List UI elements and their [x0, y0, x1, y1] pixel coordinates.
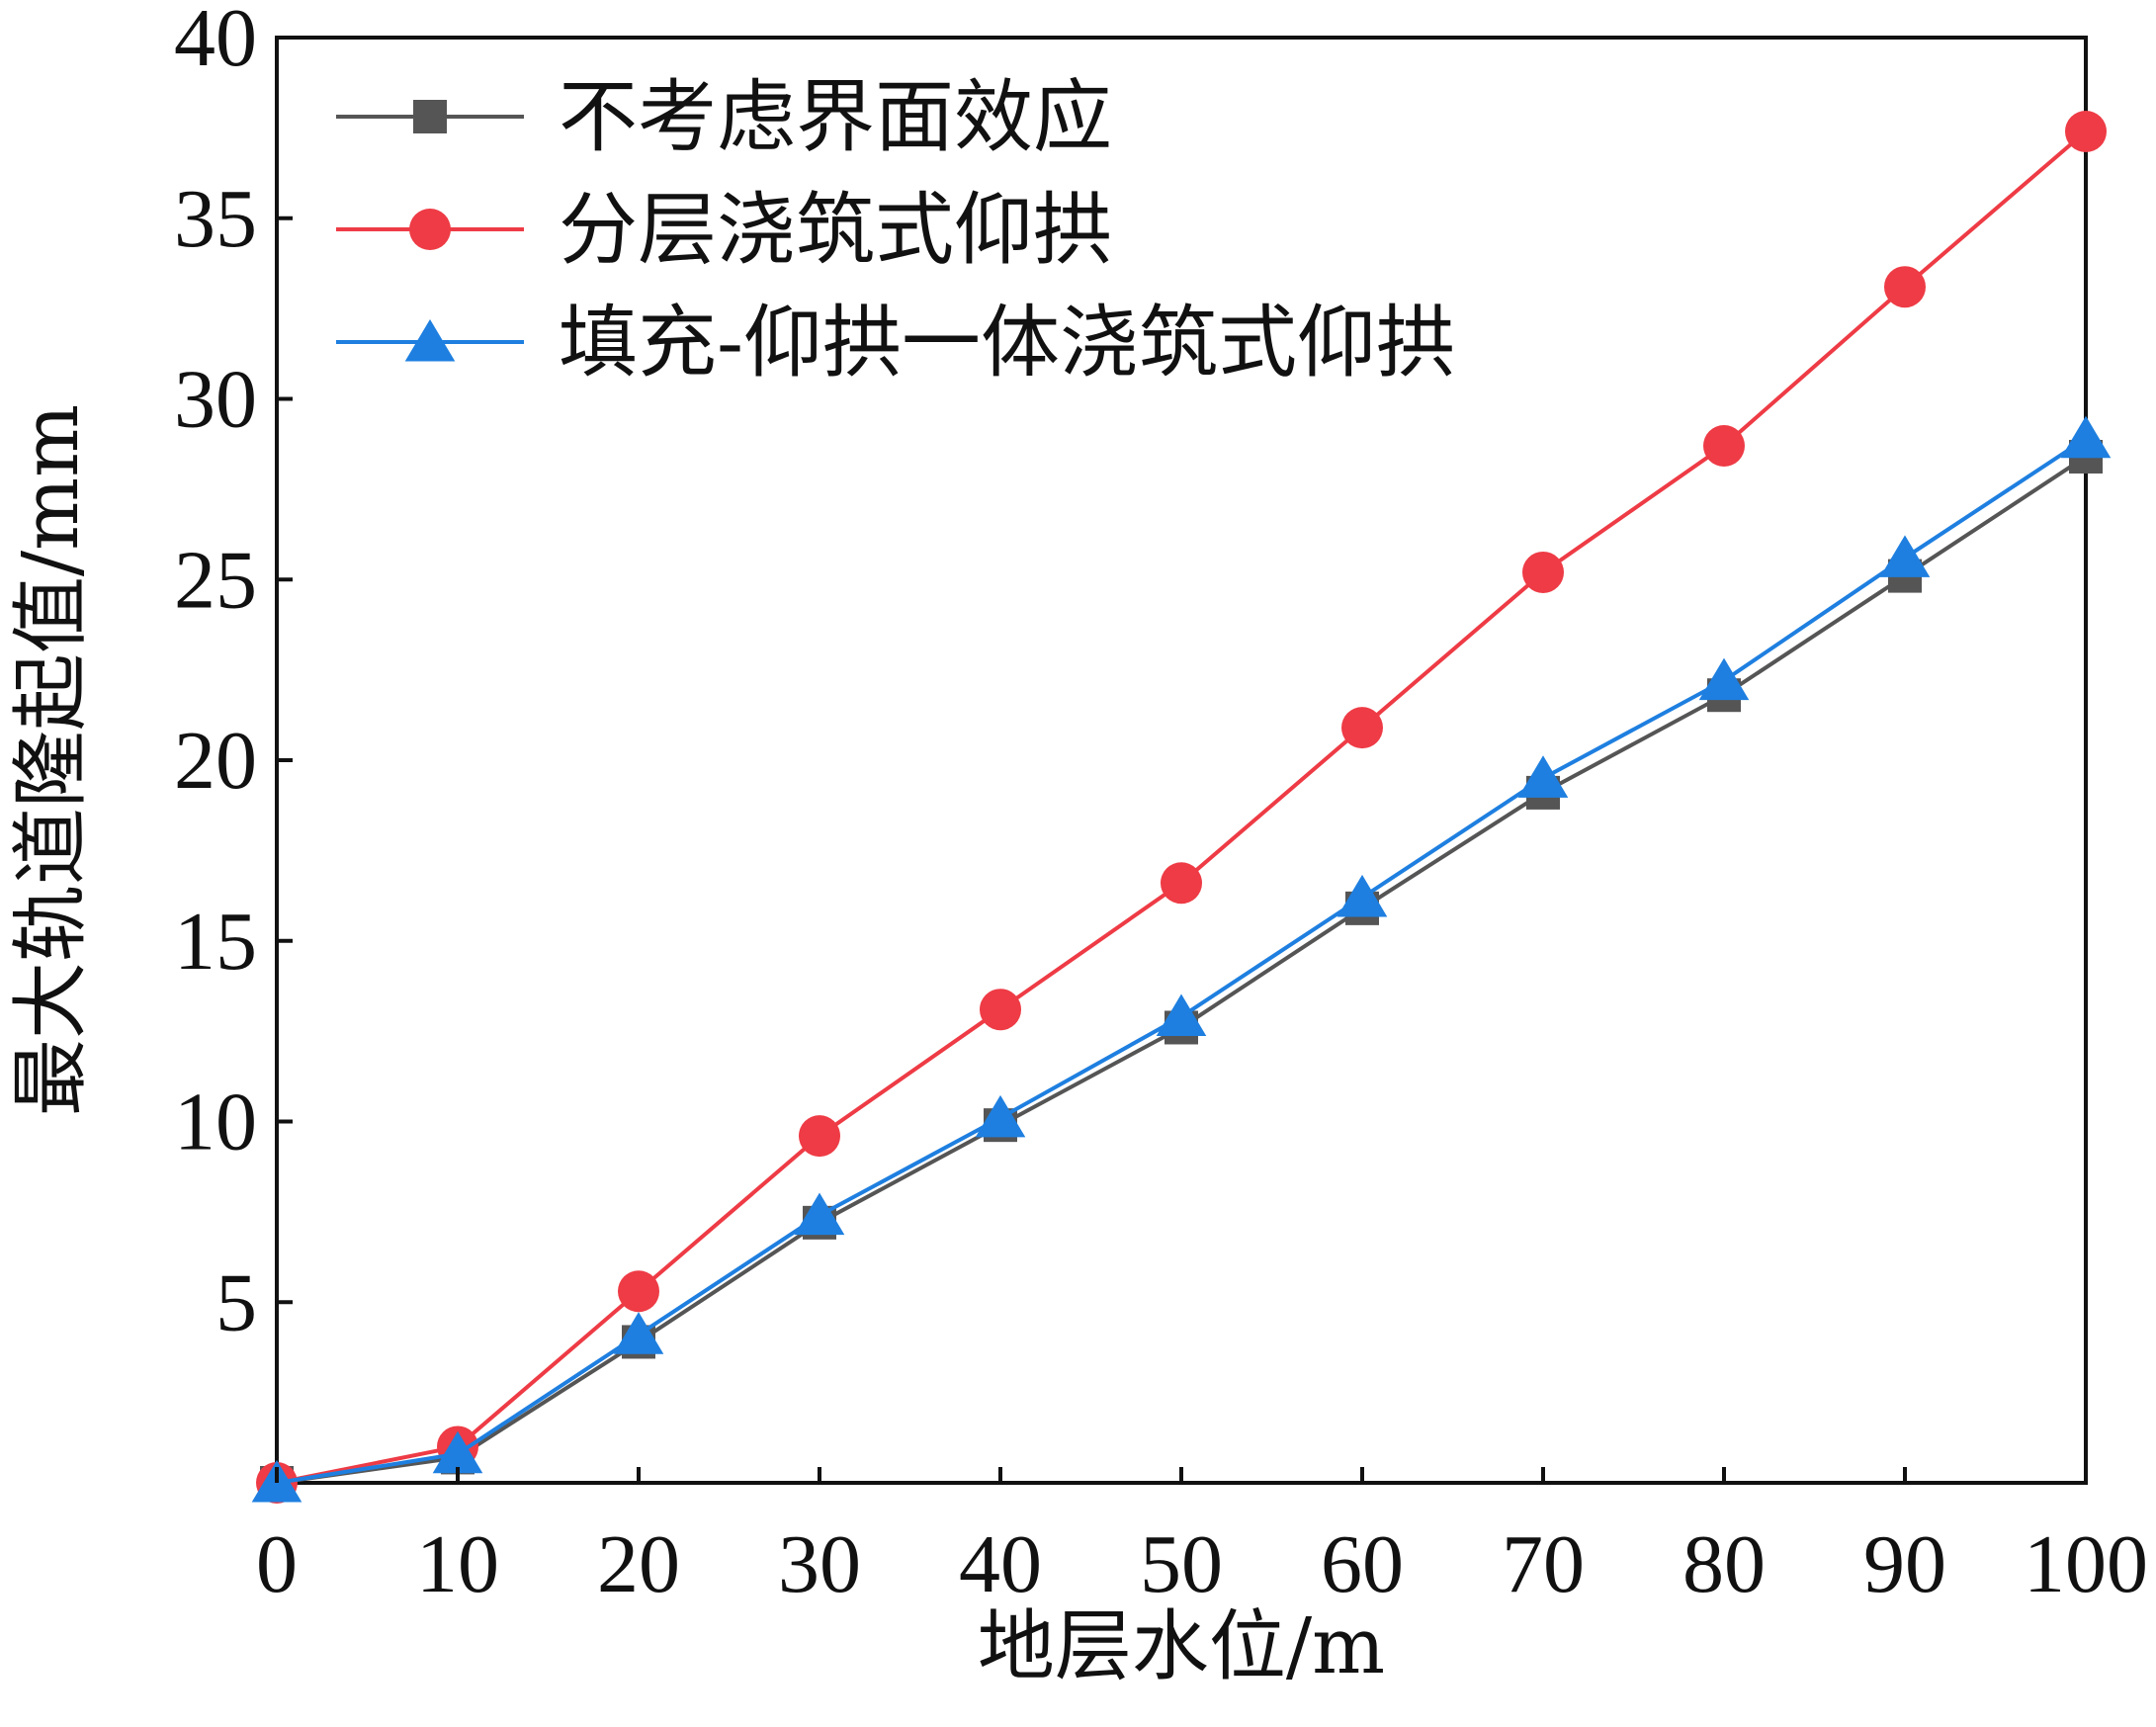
- legend-label: 不考虑界面效应: [559, 71, 1112, 163]
- ticks-layer: 0 10 20 30 40 50 60 70 80 90 100 5 10 15 20 25 30 35 40: [174, 0, 2148, 1610]
- data-point-triangle: [1337, 874, 1388, 917]
- data-point-triangle: [1156, 993, 1207, 1037]
- x-axis-title: 地层水位/m: [978, 1602, 1385, 1691]
- data-point-circle: [799, 1115, 840, 1158]
- legend-label: 填充-仰拱一体浇筑式仰拱: [559, 297, 1455, 389]
- y-tick-label: 15: [174, 896, 257, 988]
- data-point-circle: [1884, 266, 1926, 308]
- series-line: [276, 455, 2088, 1485]
- data-point-triangle: [1879, 535, 1931, 577]
- data-point-triangle: [613, 1312, 664, 1354]
- series-square: [260, 439, 2103, 1500]
- x-tick-label: 30: [778, 1518, 861, 1610]
- y-tick-label: 40: [174, 0, 257, 84]
- x-tick-label: 10: [416, 1518, 499, 1610]
- legend-label: 分层浇筑式仰拱: [559, 184, 1112, 276]
- x-tick-label: 60: [1321, 1518, 1404, 1610]
- data-point-circle: [1522, 551, 1564, 593]
- legend-marker-circle: [409, 209, 451, 250]
- x-tick-label: 70: [1502, 1518, 1585, 1610]
- x-tick-label: 40: [959, 1518, 1042, 1610]
- data-point-circle: [1341, 707, 1383, 749]
- x-tick-label: 50: [1140, 1518, 1223, 1610]
- data-point-triangle: [1698, 657, 1750, 701]
- data-point-circle: [1161, 862, 1202, 905]
- legend-item: 不考虑界面效应: [336, 71, 1112, 163]
- y-tick-label: 20: [174, 715, 257, 807]
- series-triangle: [251, 415, 2112, 1503]
- x-tick-label: 20: [597, 1518, 680, 1610]
- data-point-circle: [618, 1270, 659, 1313]
- y-tick-label: 5: [216, 1256, 257, 1348]
- legend-marker-triangle: [404, 319, 456, 362]
- data-point-triangle: [432, 1430, 483, 1474]
- y-tick-label: 10: [174, 1077, 257, 1168]
- y-tick-label: 25: [174, 534, 257, 626]
- data-point-triangle: [975, 1094, 1026, 1138]
- x-tick-label: 80: [1682, 1518, 1766, 1610]
- x-tick-label: 0: [256, 1518, 298, 1610]
- legend-marker-square: [413, 100, 447, 133]
- data-point-triangle: [2060, 415, 2112, 459]
- legend-item: 填充-仰拱一体浇筑式仰拱: [336, 297, 1455, 389]
- y-tick-label: 35: [174, 173, 257, 265]
- legend-item: 分层浇筑式仰拱: [336, 184, 1112, 276]
- series-line: [276, 437, 2088, 1485]
- data-point-triangle: [1517, 755, 1569, 798]
- plot-border: [275, 36, 2088, 1485]
- data-point-circle: [1703, 425, 1745, 468]
- y-tick-label: 30: [174, 354, 257, 446]
- data-point-triangle: [794, 1192, 845, 1236]
- data-point-circle: [2065, 111, 2107, 153]
- data-point-circle: [980, 989, 1021, 1031]
- y-axis-title: 最大轨道隆起值/mm: [7, 404, 96, 1116]
- x-tick-label: 100: [2024, 1518, 2148, 1610]
- x-tick-label: 90: [1863, 1518, 1946, 1610]
- plot-frame: [275, 36, 2088, 1485]
- series-layer: [251, 111, 2112, 1504]
